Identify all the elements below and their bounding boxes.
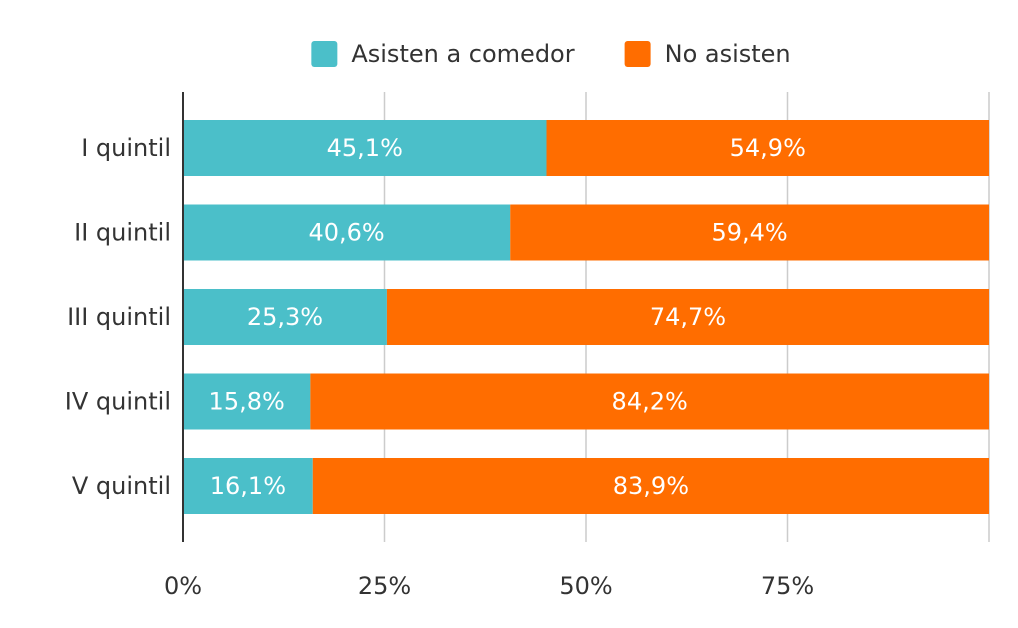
bar-data-label: 54,9% [730,134,806,162]
x-tick-label: 75% [761,572,814,600]
bar-data-label: 83,9% [613,472,689,500]
bars: 45,1% 54,9% 40,6% 59,4% 25,3% 74,7% 15,8% 84,2%… [183,120,990,514]
bar-data-label: 15,8% [209,388,285,416]
x-tick-label: 0% [164,572,202,600]
bar-data-label: 45,1% [327,134,403,162]
legend-swatch [311,41,338,67]
bar-data-label: 16,1% [210,472,286,500]
category-labels: I quintil II quintil III quintil IV quintil… [65,134,171,500]
bar-segment [183,373,311,430]
bar-segment [510,204,989,261]
x-tick-label: 50% [559,572,612,600]
bar-data-label: 25,3% [247,303,323,331]
bar-data-label: 74,7% [650,303,726,331]
category-label: II quintil [74,219,171,247]
bar-data-label: 59,4% [711,219,787,247]
bar-segment [183,204,511,261]
bar-data-label: 40,6% [308,219,384,247]
legend-swatch [624,41,651,67]
category-label: III quintil [67,303,171,331]
bar-segment [546,120,989,176]
x-tick-label: 25% [358,572,411,600]
category-label: I quintil [81,134,171,162]
bar-segment [386,289,990,345]
category-label: V quintil [72,472,171,500]
bar-segment [310,373,989,430]
legend: Asisten a comedor No asisten [311,40,791,68]
bar-segment [183,120,547,176]
bar-segment [183,458,313,514]
bar-segment [183,289,387,345]
bar-data-label: 84,2% [612,388,688,416]
x-tick-labels: 0% 25% 50% 75% [164,572,814,600]
category-label: IV quintil [65,388,171,416]
legend-label: Asisten a comedor [351,40,574,68]
bar-segment [312,458,989,514]
legend-label: No asisten [665,40,791,68]
